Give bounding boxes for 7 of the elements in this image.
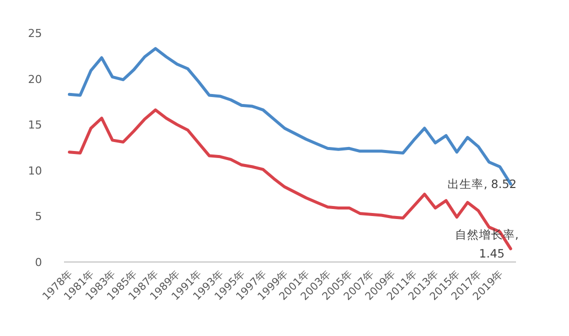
data-label: 出生率, 8.52	[448, 176, 517, 191]
y-tick-label: 10	[28, 164, 42, 178]
y-tick-label: 20	[28, 72, 42, 86]
y-tick-label: 0	[35, 256, 42, 269]
y-tick-label: 5	[35, 210, 42, 224]
y-tick-label: 25	[28, 27, 42, 40]
y-tick-label: 15	[28, 118, 42, 132]
